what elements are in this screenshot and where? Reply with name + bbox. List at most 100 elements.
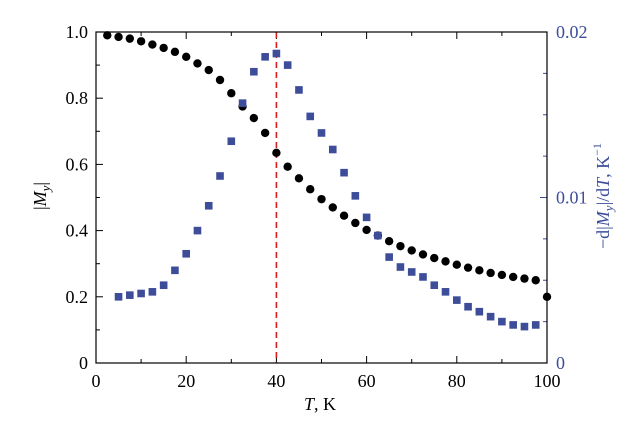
- y-left-tick-label: 0.8: [66, 88, 89, 108]
- magnetization-point: [351, 218, 360, 228]
- x-tick-label: 100: [534, 371, 561, 391]
- magnetization-point: [339, 211, 349, 220]
- magnetization-point: [249, 113, 259, 123]
- magnetization-point: [306, 185, 315, 194]
- x-tick-label: 80: [448, 371, 466, 391]
- derivative-point: [531, 321, 540, 329]
- magnetization-point: [317, 194, 326, 204]
- magnetization-point: [136, 37, 146, 46]
- derivative-point: [407, 268, 416, 276]
- y-left-title-subscript: y: [38, 185, 53, 193]
- magnetization-point: [384, 236, 394, 246]
- y-right-title-unit: , K: [593, 156, 613, 178]
- magnetization-point: [418, 250, 428, 259]
- derivative-point: [114, 293, 123, 301]
- magnetization-point: [283, 162, 292, 171]
- x-tick-label: 0: [92, 371, 101, 391]
- magnetization-point: [486, 268, 495, 278]
- derivative-point: [498, 317, 506, 326]
- x-axis-title: T, K: [304, 394, 336, 414]
- derivative-point: [283, 61, 292, 69]
- y-left-axis-title: |My|: [30, 182, 53, 210]
- derivative-point: [509, 321, 517, 329]
- y-right-title-sup: −1: [590, 143, 604, 156]
- derivative-point: [295, 86, 303, 94]
- derivative-point: [216, 172, 224, 180]
- derivative-point: [272, 49, 281, 58]
- derivative-point: [385, 253, 393, 261]
- magnetization-point: [497, 270, 507, 280]
- magnetization-point: [170, 47, 180, 57]
- derivative-point: [351, 192, 360, 200]
- derivative-point: [453, 296, 461, 304]
- magnetization-point: [182, 52, 191, 62]
- y-left-title-open: |: [30, 206, 50, 210]
- derivative-point: [419, 273, 427, 281]
- derivative-point: [430, 281, 439, 290]
- derivative-point: [362, 213, 371, 222]
- data-points: [103, 31, 552, 331]
- y-left-tick-label: 0.2: [66, 287, 89, 307]
- magnetization-point: [441, 257, 450, 266]
- magnetization-point: [114, 32, 123, 42]
- derivative-point: [171, 266, 179, 275]
- magnetization-point: [328, 203, 337, 212]
- derivative-point: [204, 201, 213, 210]
- y-right-title-sub: y: [601, 205, 616, 213]
- y-right-title-mid: |/d: [593, 188, 613, 206]
- derivative-point: [137, 289, 145, 298]
- y-left-tick-label: 0.6: [66, 154, 89, 174]
- derivative-point: [250, 67, 258, 76]
- magnetization-point: [531, 276, 540, 285]
- y-right-title-t: T: [593, 176, 613, 188]
- x-axis-title-unit: , K: [314, 394, 336, 414]
- magnetization-point: [193, 59, 202, 68]
- magnetization-point: [362, 225, 371, 235]
- derivative-point: [126, 291, 134, 299]
- derivative-point: [475, 307, 484, 316]
- y-right-title-prefix: −d|: [593, 226, 613, 249]
- magnetization-point: [463, 263, 473, 272]
- magnetization-point: [215, 75, 225, 85]
- magnetization-point: [204, 65, 213, 75]
- magnetization-point: [520, 274, 529, 283]
- derivative-point: [238, 99, 247, 107]
- magnetization-point: [430, 253, 439, 263]
- derivative-point: [193, 226, 202, 235]
- magnetization-point: [294, 174, 304, 183]
- derivative-point: [328, 145, 337, 154]
- y-right-tick-label: 0.02: [556, 22, 588, 42]
- derivative-point: [317, 129, 326, 137]
- y-right-tick-label: 0.01: [556, 188, 588, 208]
- derivative-point: [261, 53, 269, 61]
- magnetization-point: [396, 241, 405, 251]
- y-left-title-close: |: [30, 182, 50, 186]
- x-tick-label: 20: [177, 371, 195, 391]
- x-tick-label: 40: [267, 371, 285, 391]
- y-left-tick-label: 0: [79, 353, 88, 373]
- y-right-axis-title: −d|My|/dT, K−1: [590, 143, 616, 249]
- y-left-title-symbol: M: [30, 190, 50, 207]
- y-right-title-m: M: [593, 210, 613, 227]
- x-tick-label: 60: [358, 371, 376, 391]
- derivative-point: [227, 137, 236, 146]
- magnetization-point: [508, 272, 518, 282]
- derivative-point: [374, 231, 382, 240]
- derivative-point: [464, 302, 472, 311]
- magnetization-point: [103, 31, 112, 40]
- derivative-point: [520, 322, 529, 331]
- derivative-point: [486, 312, 495, 321]
- magnetization-point: [125, 34, 135, 43]
- magnetization-point: [475, 266, 484, 275]
- magnetization-point: [148, 40, 157, 49]
- magnetization-point: [227, 89, 236, 98]
- derivative-point: [182, 249, 190, 258]
- derivative-point: [340, 168, 348, 177]
- derivative-point: [306, 112, 315, 121]
- y-right-tick-label: 0: [556, 353, 565, 373]
- derivative-point: [159, 281, 168, 290]
- y-left-tick-label: 1.0: [66, 22, 89, 42]
- plot-frame: [95, 31, 548, 364]
- derivative-point: [441, 288, 450, 296]
